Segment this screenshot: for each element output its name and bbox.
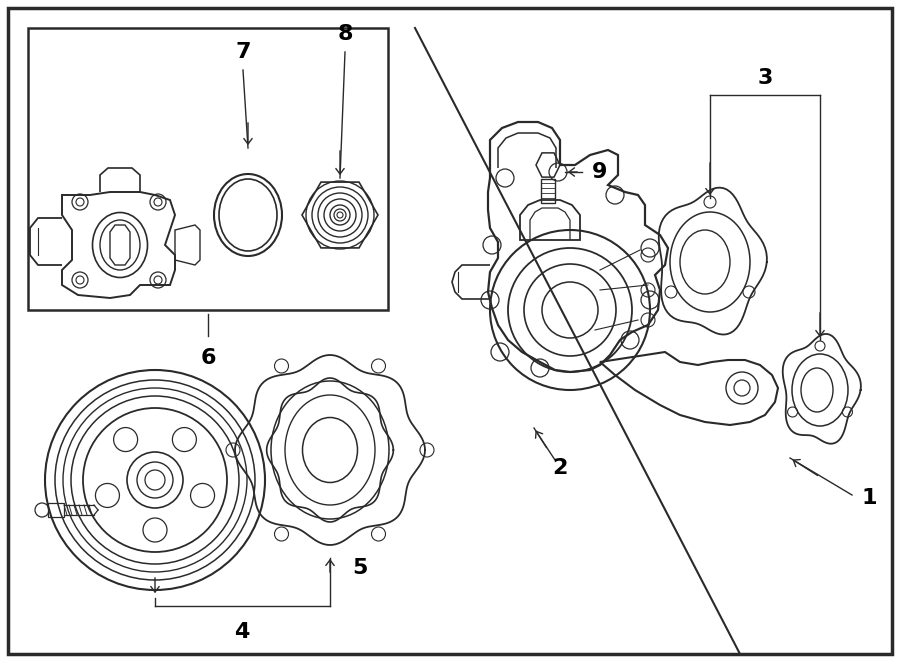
Text: 3: 3	[757, 68, 773, 88]
Bar	[28, 28, 388, 310]
Text: 9: 9	[592, 162, 608, 182]
Text: 1: 1	[862, 488, 878, 508]
Text: 8: 8	[338, 24, 353, 44]
Text: 7: 7	[235, 42, 251, 62]
Text: 5: 5	[352, 558, 368, 578]
Text: 6: 6	[201, 348, 216, 368]
Text: 4: 4	[234, 622, 249, 642]
Text: 2: 2	[553, 458, 568, 478]
